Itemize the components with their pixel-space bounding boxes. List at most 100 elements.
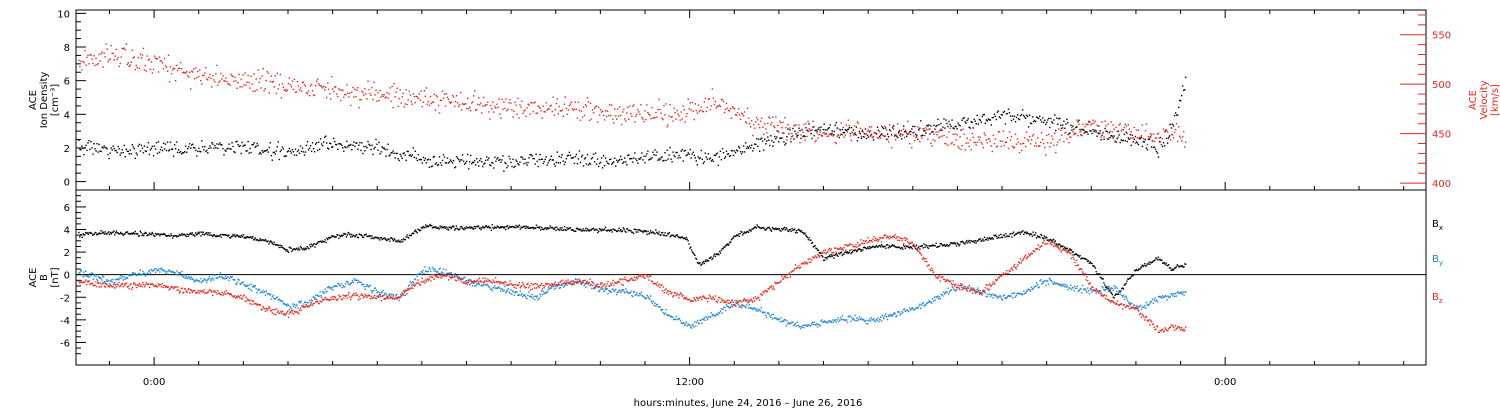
velocity-series-point [869, 130, 872, 132]
ion-density-series-point [371, 144, 373, 146]
velocity-series-point [821, 134, 823, 137]
series-by-point [727, 305, 729, 308]
velocity-series-point [949, 127, 951, 129]
series-by-point [999, 294, 1001, 297]
velocity-series-point [956, 134, 958, 136]
velocity-series-point [381, 94, 383, 96]
velocity-series-point [285, 90, 288, 92]
velocity-series-point [1137, 129, 1140, 131]
ion-density-series-point [143, 145, 146, 147]
series-bx-point [81, 236, 83, 238]
ion-density-series-point [701, 158, 703, 160]
series-by-point [131, 274, 133, 277]
series-by-point [619, 289, 621, 292]
ion-density-series-point [698, 157, 700, 160]
series-bx-point [696, 261, 699, 264]
series-bx-point [862, 249, 864, 251]
ion-density-series-point [123, 144, 125, 147]
ion-density-series-point [826, 129, 828, 131]
series-bx-point [1153, 259, 1155, 262]
series-bx-point [1161, 259, 1163, 261]
ion-density-series-point [658, 158, 660, 160]
series-by-point [901, 310, 903, 313]
series-by-point [705, 316, 707, 318]
series-bx-point [693, 253, 695, 255]
series-bx-point [1009, 233, 1011, 235]
ion-density-series-point [1175, 114, 1178, 116]
velocity-series-point [543, 111, 545, 113]
ion-density-series-point [1173, 114, 1176, 117]
series-bx-point [1173, 267, 1176, 269]
ion-density-series-point [894, 135, 896, 137]
series-bx-point [83, 234, 85, 236]
series-by-point [653, 304, 655, 307]
series-bx-point [721, 247, 723, 250]
ion-density-series-point [137, 145, 139, 147]
series-bx-point [448, 229, 450, 231]
velocity-series-point [779, 120, 781, 122]
series-bx-point [576, 227, 579, 229]
series-bx-point [1010, 232, 1012, 235]
series-bx-point [799, 229, 801, 232]
velocity-series-point [512, 116, 514, 118]
series-by-point [824, 321, 826, 323]
velocity-series-point [182, 72, 184, 74]
ion-density-series-point [867, 136, 870, 138]
series-bx-point [1063, 247, 1065, 250]
series-by-point [655, 303, 658, 306]
velocity-series-point [269, 80, 271, 83]
series-bx-point [481, 227, 483, 229]
series-bx-point [1012, 231, 1015, 233]
series-by-point [201, 280, 204, 282]
series-by-point [379, 294, 382, 296]
ion-density-series-point [1001, 114, 1004, 116]
series-bx-point [563, 226, 566, 228]
velocity-series-point [761, 117, 763, 119]
velocity-series-point [611, 104, 613, 106]
series-bx-point [667, 233, 670, 235]
series-bx-point [592, 228, 594, 230]
velocity-series-point [940, 128, 942, 130]
series-by-point [481, 285, 483, 287]
velocity-series-point [339, 89, 341, 91]
series-bx-point [678, 236, 680, 239]
series-by-point [85, 275, 88, 277]
series-by-point [950, 289, 953, 291]
ion-density-series-point [113, 147, 115, 150]
ion-density-series-point [474, 159, 476, 162]
series-bx-point [1018, 231, 1021, 234]
series-bx-point [621, 230, 624, 232]
velocity-series-point [994, 138, 997, 140]
series-bx-point [916, 248, 918, 250]
ion-density-series-point [655, 154, 657, 156]
ion-density-series-point [758, 138, 760, 140]
ion-density-series-point [508, 155, 510, 158]
series-bx-point [903, 244, 905, 247]
velocity-series-point [426, 103, 429, 105]
series-by-point [377, 291, 379, 293]
series-bx-point [148, 232, 151, 234]
ion-density-series-point [516, 160, 518, 163]
ion-density-series-point [136, 154, 138, 156]
series-bx-point [941, 244, 943, 246]
series-bx-point [914, 247, 917, 250]
series-by-point [1062, 285, 1064, 287]
ion-density-series-point [647, 150, 649, 152]
series-by-point [315, 294, 317, 296]
series-by-point [1001, 298, 1003, 300]
series-by-point [625, 288, 627, 290]
series-bx-point [1100, 277, 1103, 279]
series-bx-point [765, 228, 768, 230]
series-bx-point [139, 230, 141, 232]
series-bx-point [959, 243, 961, 246]
series-by-point [1131, 302, 1133, 305]
velocity-series-point [1064, 132, 1066, 134]
velocity-series-point [1172, 137, 1175, 139]
series-by-point [741, 306, 743, 309]
series-by-point [702, 318, 705, 321]
series-bx-point [1141, 264, 1143, 266]
velocity-series-point [599, 109, 602, 111]
ion-density-series-point [552, 159, 554, 161]
series-bx-point [809, 239, 811, 241]
ion-density-series-point [1098, 133, 1100, 135]
